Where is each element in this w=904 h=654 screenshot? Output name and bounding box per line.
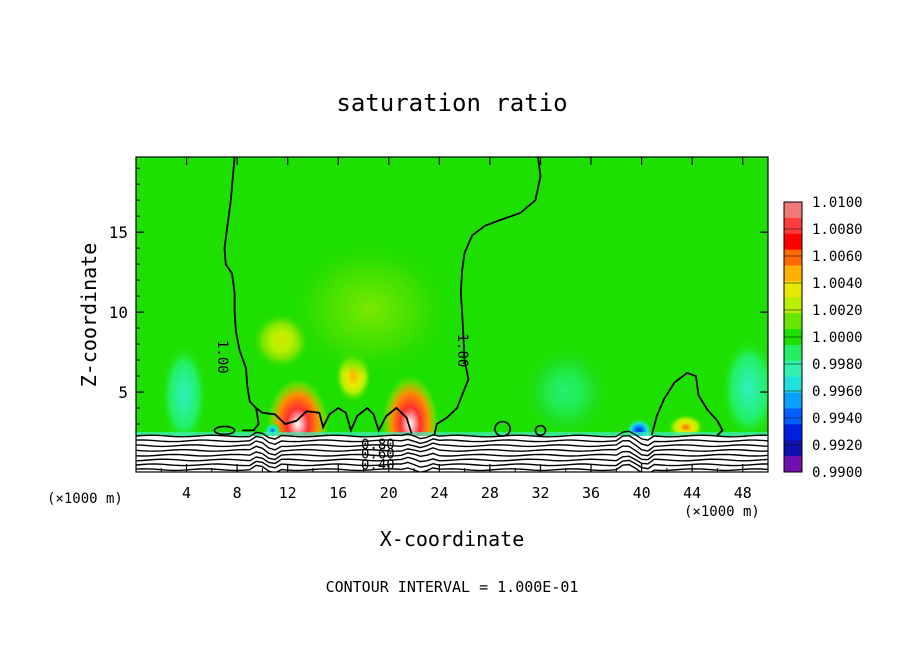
contour-1.00-left: [223, 157, 260, 432]
x-tick-label: 48: [734, 484, 752, 502]
colorbar-label: 0.9980: [812, 357, 863, 373]
chart-title: saturation ratio: [336, 89, 567, 117]
colorbar-label: 1.0040: [812, 276, 863, 292]
colorbar-label: 0.9900: [812, 465, 863, 481]
x-tick-label: 12: [279, 484, 297, 502]
field-blob: [520, 344, 612, 441]
contour-closed: [534, 424, 547, 437]
x-axis-label: X-coordinate: [380, 527, 525, 551]
x-tick-label: 8: [233, 484, 242, 502]
contour-closed: [494, 420, 511, 437]
contour-label: 0.40: [361, 458, 395, 474]
layer-contour: [136, 455, 768, 465]
colorbar-swatch: [784, 233, 802, 251]
colorbar-label: 0.9960: [812, 384, 863, 400]
y-tick-label: 10: [109, 303, 128, 322]
x-tick-label: 4: [182, 484, 191, 502]
field-blob: [287, 241, 452, 377]
colorbar-label: 1.0100: [812, 195, 863, 211]
field-blob: [161, 344, 207, 447]
contour-label: 0.60: [361, 446, 395, 462]
y-tick-label: 5: [118, 383, 128, 402]
contour-label: 0.80: [361, 437, 395, 453]
x-tick-label: 16: [329, 484, 347, 502]
contour-label: 1.00: [454, 334, 470, 368]
contour-closed: [213, 425, 236, 436]
contour-1.00-right: [433, 157, 542, 436]
colorbar-swatch: [784, 456, 802, 473]
x-tick-label: 36: [582, 484, 600, 502]
contour-label: 1.00: [214, 340, 230, 374]
saturation-field: [136, 157, 768, 472]
colorbar-label: 1.0020: [812, 303, 863, 319]
x-tick-label: 28: [481, 484, 499, 502]
contour-1.00-bumps: [255, 406, 413, 434]
x-tick-label: 40: [633, 484, 651, 502]
y-tick-label: 15: [109, 223, 128, 242]
colorbar-swatch: [784, 313, 802, 330]
colorbar-label: 1.0060: [812, 249, 863, 265]
field-blob: [721, 337, 768, 441]
layer-contour: [136, 450, 768, 461]
layer-contour: [136, 439, 768, 452]
colorbar-label: 1.0080: [812, 222, 863, 238]
surface-band: [136, 432, 768, 438]
colorbar-label: 0.9920: [812, 438, 863, 454]
contour-lines: 1.00 1.00 0.800.600.40: [136, 157, 768, 474]
colorbar-swatch: [784, 265, 802, 282]
layer-contour: [136, 445, 768, 457]
field-background: [136, 157, 768, 472]
x-tick-label: 20: [380, 484, 398, 502]
colorbar-swatch: [784, 202, 802, 219]
colorbar-swatch: [784, 408, 802, 425]
colorbar-swatch: [784, 297, 802, 314]
layer-contour: [136, 434, 768, 447]
colorbar-label: 0.9940: [812, 411, 863, 427]
layer-contour: [136, 463, 768, 472]
y-axis-label: Z-coordinate: [77, 243, 101, 388]
x-tick-label: 24: [430, 484, 448, 502]
contour-interval-note: CONTOUR INTERVAL = 1.000E-01: [326, 578, 579, 596]
x-tick-label: 44: [683, 484, 701, 502]
colorbar-swatch: [784, 344, 802, 362]
x-unit-label-left: (×1000 m): [47, 491, 123, 507]
layer-contour: [136, 459, 768, 470]
colorbar-swatch: [784, 392, 802, 409]
layer-contour: [136, 430, 768, 441]
colorbar-swatch: [784, 360, 802, 378]
colorbar-swatch: [784, 424, 802, 441]
contour-1.00-east: [650, 371, 724, 436]
colorbar: 1.0100 1.0080 1.0060 1.0040 1.0020 1.0000 0.99…: [783, 195, 863, 481]
plot-frame: [135, 156, 769, 473]
colorbar-swatch: [784, 376, 802, 394]
colorbar-swatch: [784, 440, 802, 457]
colorbar-swatch: [784, 249, 802, 267]
colorbar-swatch: [784, 217, 802, 235]
colorbar-swatch: [784, 281, 802, 298]
x-unit-label-right: (×1000 m): [684, 504, 760, 520]
colorbar-label: 1.0000: [812, 330, 863, 346]
x-tick-label: 32: [531, 484, 549, 502]
